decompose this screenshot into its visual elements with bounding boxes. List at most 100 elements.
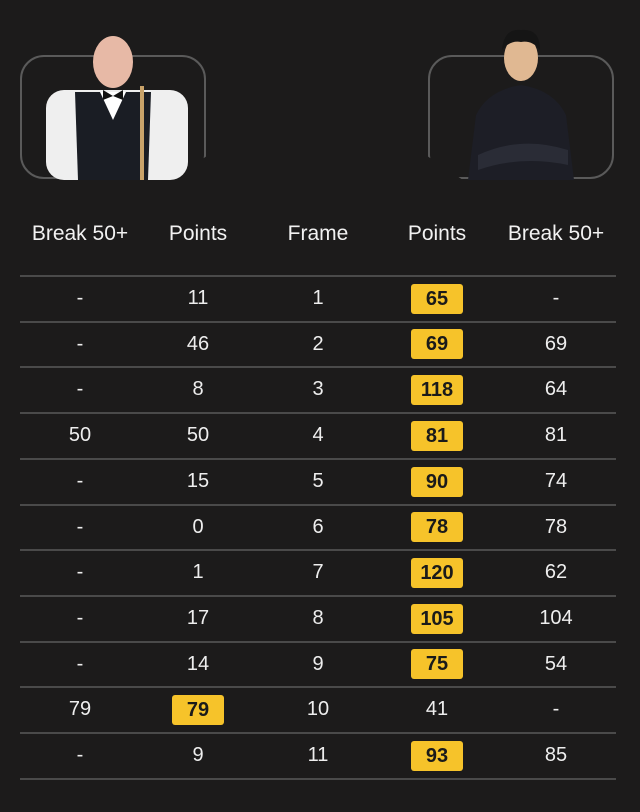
cell-value: - [552, 287, 560, 309]
cell-frame: 11 [258, 733, 378, 778]
cell-l-break: - [20, 459, 140, 504]
cell-value: 14 [186, 652, 210, 675]
table-row: - 9 11 93 85 [0, 733, 640, 778]
cell-l-break: 79 [20, 687, 140, 732]
cell-l-points: 46 [138, 322, 258, 367]
table-row: - 14 9 75 54 [0, 642, 640, 687]
cell-value: 78 [544, 515, 568, 538]
cell-r-break: 62 [496, 550, 616, 595]
cell-r-break: - [496, 687, 616, 732]
cell-value: - [76, 332, 84, 355]
table-row: - 46 2 69 69 [0, 322, 640, 367]
cell-value: 62 [544, 561, 568, 584]
cell-value: - [76, 378, 84, 401]
cell-value: 41 [425, 698, 449, 721]
cell-value: 5 [312, 469, 324, 492]
cell-r-break: 74 [496, 459, 616, 504]
header-left-points: Points [168, 222, 228, 245]
cell-value: 9 [312, 652, 324, 675]
cell-l-break: - [20, 276, 140, 321]
row-divider [20, 594, 616, 597]
cell-r-points: 69 [377, 322, 497, 367]
cell-l-points: 0 [138, 505, 258, 550]
cell-value: 11 [307, 744, 329, 766]
cell-r-points: 41 [377, 687, 497, 732]
cell-value: 79 [68, 698, 92, 721]
cell-l-points: 1 [138, 550, 258, 595]
winner-badge: 93 [411, 740, 463, 771]
cell-l-points: 15 [138, 459, 258, 504]
row-divider [20, 366, 616, 369]
cell-l-break: - [20, 367, 140, 412]
cell-l-points: 8 [138, 367, 258, 412]
cell-frame: 3 [258, 367, 378, 412]
row-divider [20, 320, 616, 323]
player-right-photo [468, 29, 574, 180]
cell-l-points: 17 [138, 596, 258, 641]
header-right-points: Points [407, 222, 467, 245]
cell-l-break: - [20, 505, 140, 550]
cell-value: - [76, 606, 84, 629]
cell-r-points: 120 [377, 550, 497, 595]
cell-frame: 10 [258, 687, 378, 732]
winner-badge: 69 [411, 329, 463, 360]
cell-value: 50 [68, 424, 92, 447]
cell-value: 8 [192, 378, 204, 401]
cell-l-points: 79 [138, 687, 258, 732]
row-divider [20, 777, 616, 780]
header-right-break: Break 50+ [507, 222, 605, 245]
row-divider [20, 732, 616, 734]
cell-r-break: 54 [496, 642, 616, 687]
cell-l-points: 50 [138, 413, 258, 458]
cell-r-break: 69 [496, 322, 616, 367]
cell-value: 2 [312, 332, 324, 355]
cell-frame: 4 [258, 413, 378, 458]
row-divider [20, 412, 616, 415]
winner-badge: 105 [411, 603, 463, 634]
cell-value: 81 [544, 424, 568, 447]
cell-value: 74 [544, 469, 568, 492]
cell-r-break: 64 [496, 367, 616, 412]
cell-frame: 6 [258, 505, 378, 550]
cell-value: 8 [312, 606, 324, 629]
cell-value: - [76, 744, 84, 766]
cell-r-points: 118 [377, 367, 497, 412]
winner-badge: 79 [172, 695, 224, 726]
cell-value: 11 [187, 287, 209, 309]
header-frame: Frame [287, 222, 349, 245]
table-row: 79 79 10 41 - [0, 687, 640, 732]
row-divider [20, 640, 616, 643]
table-row: - 1 7 120 62 [0, 550, 640, 595]
row-divider [20, 503, 616, 506]
cell-value: - [76, 287, 84, 309]
cell-value: 1 [312, 287, 324, 309]
table-row: - 17 8 105 104 [0, 596, 640, 641]
cell-value: 50 [186, 424, 210, 447]
winner-badge: 90 [411, 466, 463, 497]
cell-value: 17 [186, 606, 210, 629]
cell-l-break: - [20, 596, 140, 641]
player-left-photo [46, 36, 188, 180]
cell-r-break: 85 [496, 733, 616, 778]
cell-value: 10 [306, 698, 330, 721]
cell-r-points: 81 [377, 413, 497, 458]
cell-l-points: 11 [138, 276, 258, 321]
cell-frame: 1 [258, 276, 378, 321]
cell-r-points: 78 [377, 505, 497, 550]
cell-value: 4 [312, 424, 324, 447]
cell-r-break: 104 [496, 596, 616, 641]
cell-value: 64 [544, 378, 568, 401]
cell-value: 1 [192, 561, 204, 584]
cell-value: - [76, 469, 84, 492]
cell-value: 7 [312, 561, 324, 584]
cell-l-points: 14 [138, 642, 258, 687]
cell-r-points: 105 [377, 596, 497, 641]
winner-badge: 81 [411, 420, 463, 451]
table-row: - 8 3 118 64 [0, 367, 640, 412]
cell-frame: 8 [258, 596, 378, 641]
cell-value: - [552, 698, 560, 721]
cell-r-points: 65 [377, 276, 497, 321]
cell-value: 69 [544, 332, 568, 355]
table-row: -11 1 65- [0, 276, 640, 321]
cell-r-points: 75 [377, 642, 497, 687]
